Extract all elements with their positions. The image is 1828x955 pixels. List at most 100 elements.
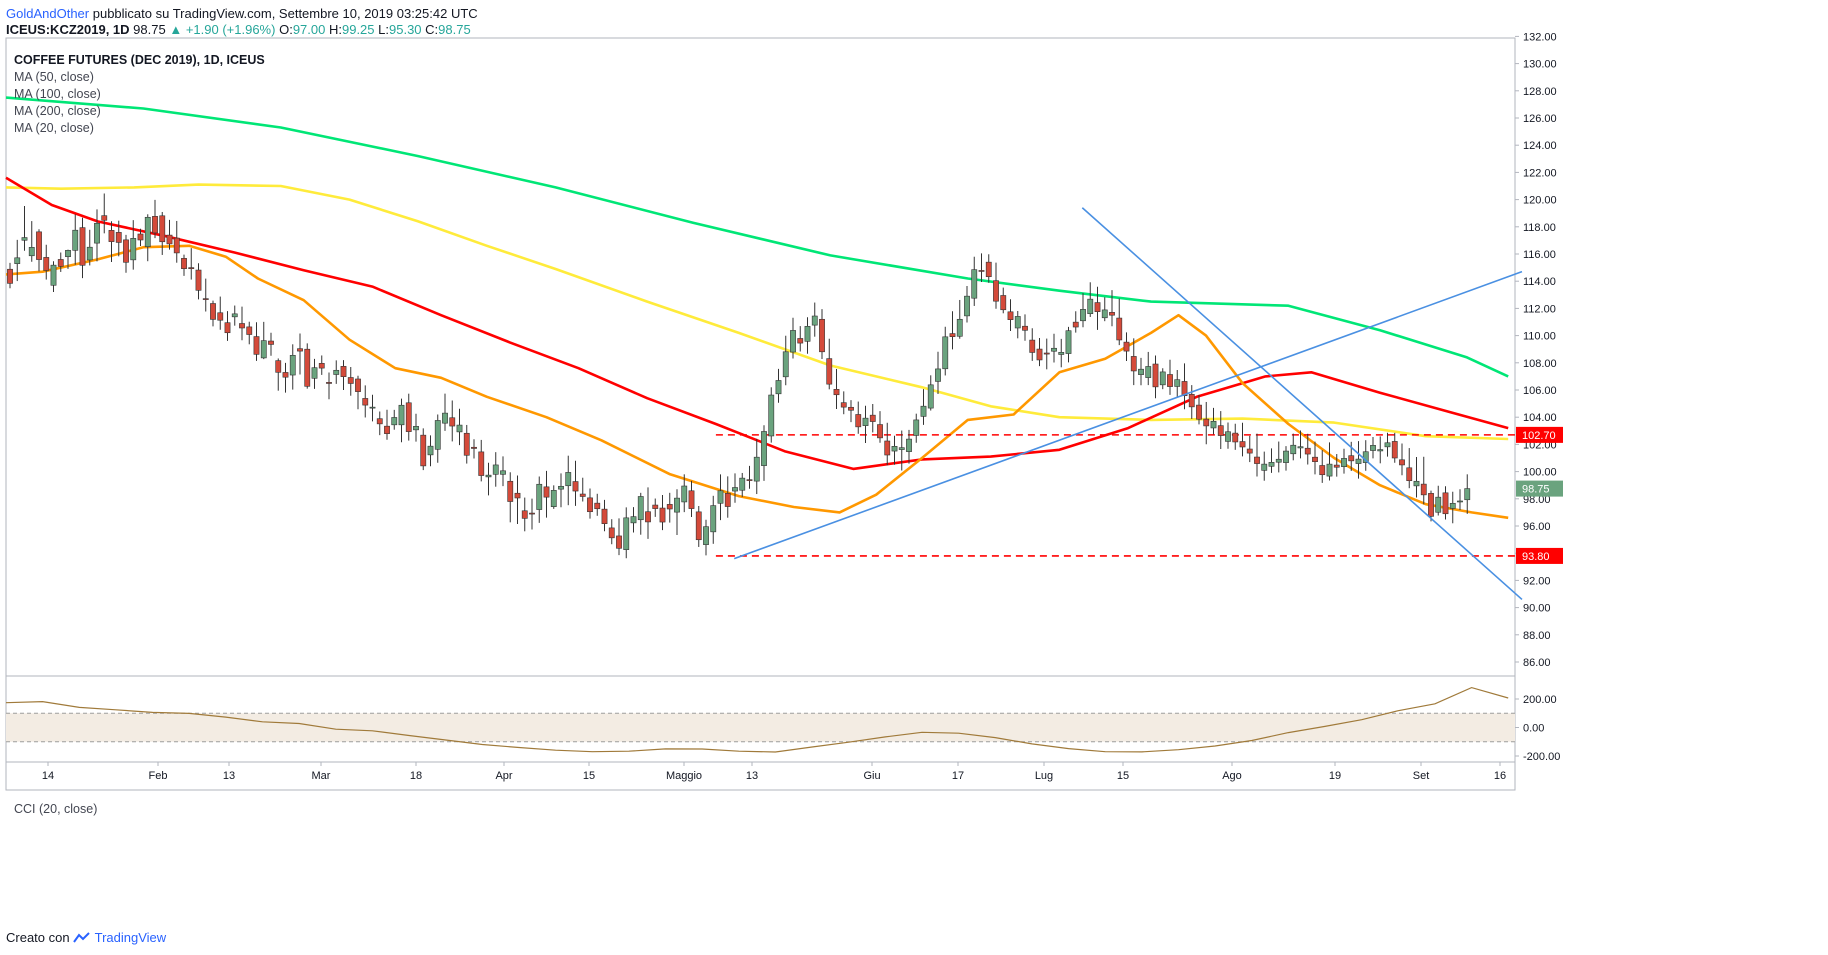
candle-body: [1174, 379, 1181, 387]
candle-body: [942, 336, 949, 370]
candle-body: [790, 330, 796, 353]
candle-body: [340, 366, 347, 377]
candle-body: [761, 431, 767, 466]
candle-body: [311, 367, 318, 379]
candle-body: [1138, 368, 1144, 375]
candle-body: [65, 250, 71, 258]
candle-body: [840, 402, 847, 408]
candle-body: [572, 481, 579, 492]
candle-body: [159, 215, 166, 243]
candle-body: [1109, 312, 1115, 316]
candle-body: [536, 483, 543, 510]
candle-body: [869, 414, 876, 422]
legend-ma50[interactable]: MA (50, close): [14, 70, 94, 84]
candle-body: [500, 470, 506, 475]
legend-ma200[interactable]: MA (200, close): [14, 104, 101, 118]
ma100-line: [5, 183, 1509, 441]
candle-body: [1341, 458, 1347, 468]
candle-body: [268, 340, 274, 345]
candle-body: [1246, 448, 1253, 454]
time-tick-label: Mar: [312, 770, 331, 782]
footer: Creato con TradingView: [6, 930, 166, 945]
candle-body: [108, 230, 115, 242]
low-value: 95.30: [389, 22, 422, 37]
candle-body: [1326, 463, 1333, 477]
time-tick-label: 17: [952, 770, 964, 782]
trendline: [733, 270, 1523, 560]
candle-body: [898, 447, 905, 450]
header-line-1: GoldAndOther pubblicato su TradingView.c…: [6, 6, 478, 21]
candle-body: [57, 259, 64, 267]
candle-body: [463, 432, 470, 456]
header-line-2: ICEUS:KCZ2019, 1D 98.75 ▲ +1.90 (+1.96%)…: [6, 22, 471, 37]
tradingview-logo-icon[interactable]: [73, 931, 91, 943]
candle-body: [405, 402, 412, 432]
candle-body: [906, 438, 912, 452]
candle-body: [558, 485, 564, 490]
candle-body: [1384, 442, 1391, 448]
candle-body: [746, 479, 753, 481]
candle-body: [1022, 325, 1028, 331]
cci-line: [5, 686, 1509, 753]
candle-body: [1261, 463, 1268, 471]
candle-body: [456, 424, 463, 433]
candle-body: [101, 215, 108, 221]
candle-body: [355, 378, 361, 392]
close-label: C:: [425, 22, 439, 37]
candle-body: [1065, 330, 1072, 354]
candle-body: [21, 237, 28, 241]
candle-body: [137, 233, 144, 241]
candle-body: [1145, 366, 1152, 378]
candle-body: [521, 510, 528, 519]
candle-body: [1116, 317, 1123, 341]
candle-body: [246, 326, 253, 335]
price-tick-label: 132.00: [1523, 31, 1557, 43]
cci-legend[interactable]: CCI (20, close): [14, 802, 98, 816]
price-tick-label: 116.00: [1523, 249, 1556, 261]
candle-body: [1203, 418, 1210, 427]
legend-ma100[interactable]: MA (100, close): [14, 87, 101, 101]
high-value: 99.25: [341, 22, 375, 37]
candle-body: [442, 412, 448, 424]
candle-body: [449, 417, 456, 427]
candle-body: [86, 246, 93, 261]
time-tick-label: Ago: [1222, 770, 1242, 782]
candle-body: [210, 303, 216, 320]
candle-body: [1304, 447, 1311, 455]
candle-body: [115, 232, 122, 243]
author-name[interactable]: GoldAndOther: [6, 6, 90, 21]
candle-body: [297, 348, 303, 352]
candle-body: [775, 380, 782, 395]
candle-body: [1087, 298, 1094, 315]
price-tick-label: 98.00: [1523, 494, 1551, 506]
candle-body: [862, 417, 869, 426]
candle-body: [275, 360, 282, 373]
last-price: 98.75: [133, 22, 166, 37]
time-tick-label: Maggio: [666, 770, 702, 782]
candle-body: [971, 269, 978, 299]
candle-body: [920, 405, 927, 417]
candle-body: [1000, 295, 1007, 311]
low-label: L:: [378, 22, 389, 37]
candle-body: [601, 508, 608, 524]
time-tick-label: 18: [410, 770, 422, 782]
footer-brand[interactable]: TradingView: [94, 930, 167, 945]
candle-body: [36, 231, 42, 260]
candle-body: [1167, 374, 1173, 387]
candle-body: [1029, 339, 1036, 353]
candle-body: [166, 234, 173, 245]
candle-body: [1152, 363, 1159, 388]
candle-body: [289, 355, 296, 376]
candle-body: [949, 333, 956, 337]
candle-body: [732, 487, 738, 492]
legend-ma20[interactable]: MA (20, close): [14, 121, 94, 135]
close-value: 98.75: [438, 22, 471, 37]
candle-body: [594, 502, 601, 510]
price-tick-label: 120.00: [1523, 195, 1557, 207]
candle-body: [304, 348, 311, 387]
candle-body: [804, 326, 811, 342]
candle-body: [7, 268, 13, 284]
candle-body: [1391, 441, 1398, 459]
candle-body: [217, 312, 224, 321]
